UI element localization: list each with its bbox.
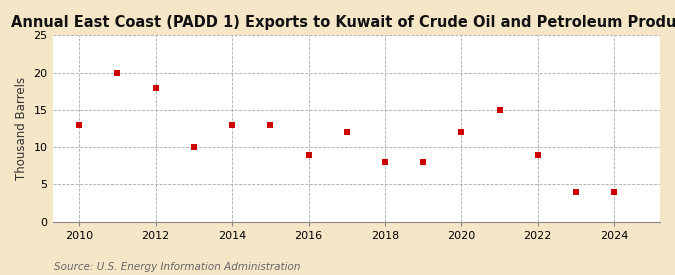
Title: Annual East Coast (PADD 1) Exports to Kuwait of Crude Oil and Petroleum Products: Annual East Coast (PADD 1) Exports to Ku… [11,15,675,30]
Text: Source: U.S. Energy Information Administration: Source: U.S. Energy Information Administ… [54,262,300,272]
Point [265,123,275,127]
Point [188,145,199,149]
Point [570,190,581,194]
Point [303,152,314,157]
Point [227,123,238,127]
Point [533,152,543,157]
Point [418,160,429,164]
Point [112,70,123,75]
Point [74,123,84,127]
Point [494,108,505,112]
Point [342,130,352,134]
Point [456,130,466,134]
Point [609,190,620,194]
Point [151,85,161,90]
Point [379,160,390,164]
Y-axis label: Thousand Barrels: Thousand Barrels [15,77,28,180]
